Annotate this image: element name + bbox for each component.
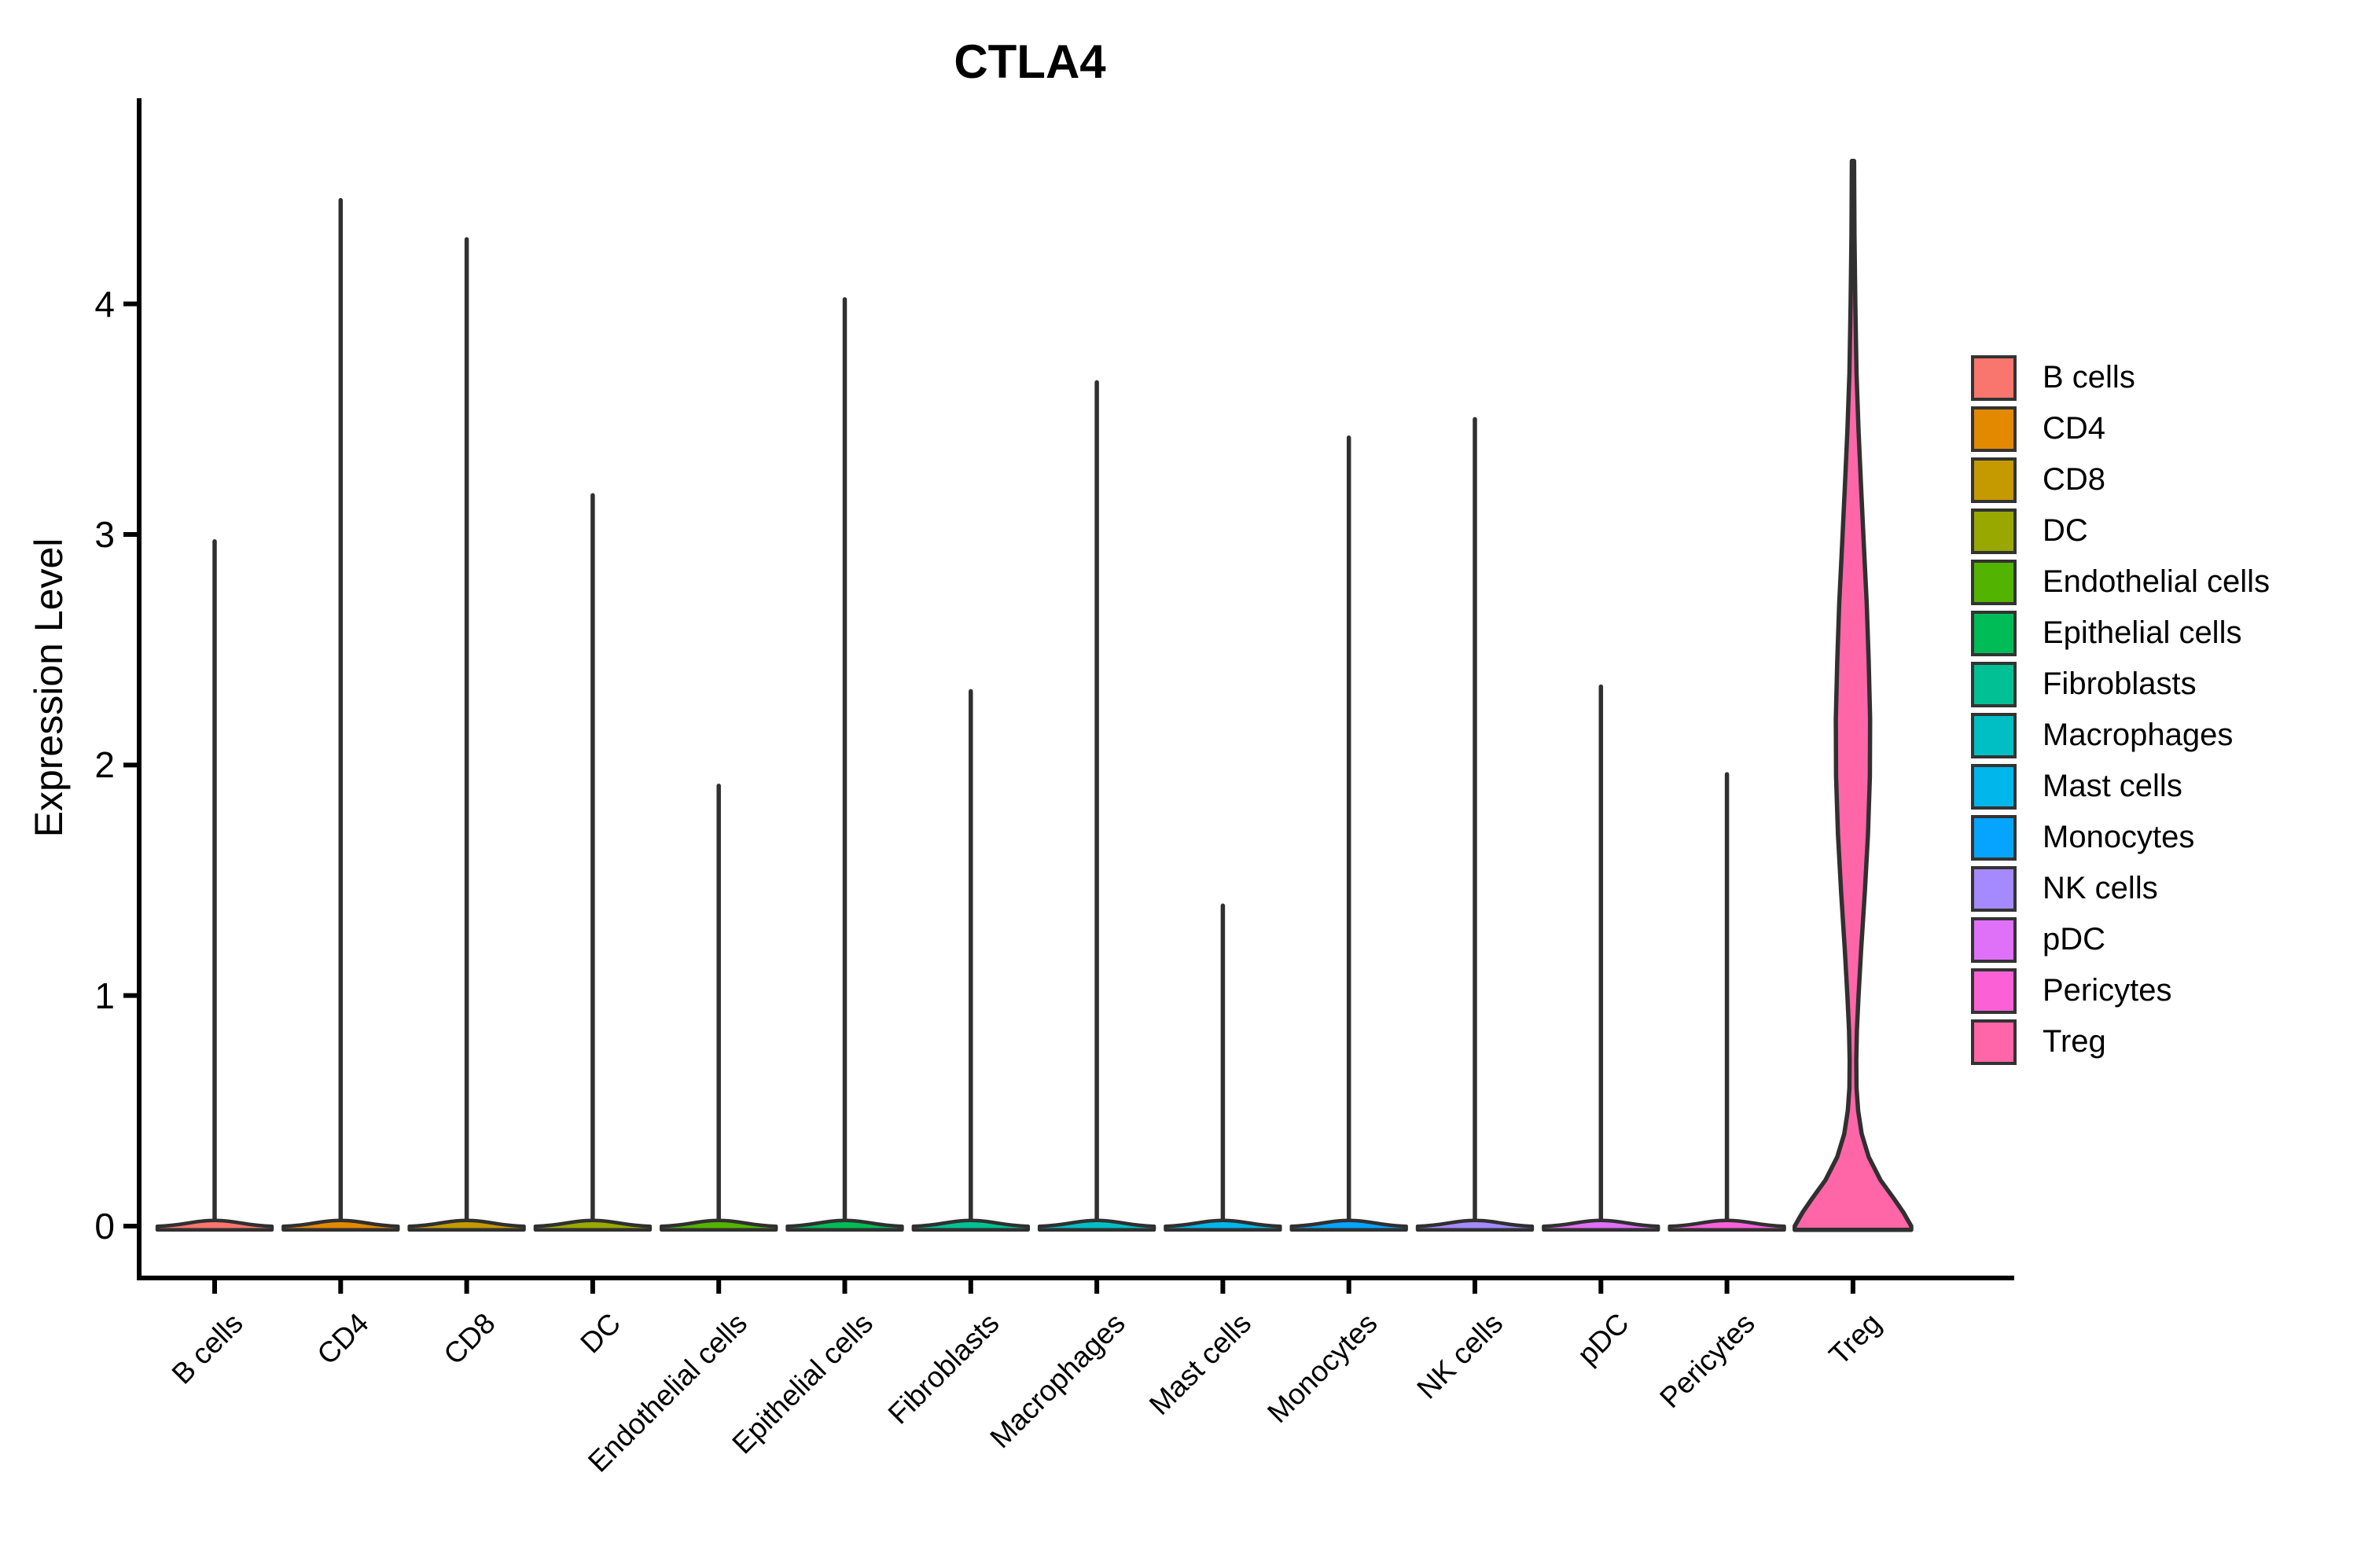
- legend-label: CD4: [2043, 411, 2106, 446]
- violin-base-fibroblasts: [911, 1218, 1030, 1232]
- y-tick-label-2: 2: [94, 744, 115, 786]
- legend-label: B cells: [2043, 360, 2135, 395]
- legend-label: Endothelial cells: [2043, 564, 2271, 599]
- legend-label: Macrophages: [2043, 718, 2234, 752]
- legend-item-treg: Treg: [1971, 1016, 2270, 1067]
- x-tick-label-treg: Treg: [1526, 1306, 1888, 1372]
- legend-item-cd4: CD4: [1971, 403, 2270, 454]
- y-tick-label-4: 4: [94, 283, 115, 325]
- violin-base-pdc: [1542, 1218, 1660, 1232]
- legend-swatch-cd8: [1971, 457, 2017, 503]
- legend-label: Treg: [2043, 1024, 2106, 1059]
- legend-item-cd8: CD8: [1971, 454, 2270, 505]
- legend-label: Pericytes: [2043, 973, 2172, 1008]
- legend-item-pdc: pDC: [1971, 914, 2270, 965]
- legend-item-mast-cells: Mast cells: [1971, 761, 2270, 812]
- legend-swatch-pericytes: [1971, 968, 2017, 1014]
- legend-item-epithelial-cells: Epithelial cells: [1971, 608, 2270, 659]
- legend-swatch-fibroblasts: [1971, 661, 2017, 707]
- legend-label: NK cells: [2043, 871, 2158, 905]
- violin-base-cd8: [407, 1218, 526, 1232]
- legend-item-dc: DC: [1971, 505, 2270, 556]
- violin-base-cd4: [281, 1218, 400, 1232]
- legend-item-pericytes: Pericytes: [1971, 965, 2270, 1016]
- legend-swatch-epithelial-cells: [1971, 610, 2017, 656]
- y-tick-label-0: 0: [94, 1206, 115, 1247]
- legend-swatch-cd4: [1971, 406, 2017, 452]
- violin-base-mast-cells: [1164, 1218, 1282, 1232]
- legend-label: Epithelial cells: [2043, 615, 2242, 650]
- legend-label: DC: [2043, 513, 2088, 548]
- legend-swatch-pdc: [1971, 916, 2017, 963]
- violin-treg: [1793, 159, 1914, 1232]
- violin-base-pericytes: [1668, 1218, 1786, 1232]
- legend-item-monocytes: Monocytes: [1971, 812, 2270, 863]
- violin-base-dc: [533, 1218, 653, 1232]
- legend-item-nk-cells: NK cells: [1971, 863, 2270, 914]
- legend-item-fibroblasts: Fibroblasts: [1971, 659, 2270, 710]
- legend-swatch-b-cells: [1971, 354, 2017, 401]
- y-axis-title: Expression Level: [27, 538, 71, 838]
- legend-label: pDC: [2043, 922, 2106, 957]
- legend-swatch-endothelial-cells: [1971, 559, 2017, 605]
- legend-swatch-monocytes: [1971, 814, 2017, 861]
- legend-swatch-macrophages: [1971, 712, 2017, 758]
- y-tick-label-1: 1: [94, 975, 115, 1016]
- plot-title: CTLA4: [954, 35, 1106, 88]
- legend: B cells CD4 CD8 DC Endothelial cells Epitheli…: [1971, 352, 2270, 1067]
- violin-base-endothelial-cells: [660, 1218, 778, 1232]
- legend-label: CD8: [2043, 462, 2106, 497]
- y-tick-label-3: 3: [94, 514, 115, 555]
- legend-swatch-mast-cells: [1971, 763, 2017, 810]
- legend-label: Monocytes: [2043, 820, 2195, 854]
- legend-swatch-dc: [1971, 508, 2017, 554]
- legend-item-endothelial-cells: Endothelial cells: [1971, 556, 2270, 608]
- legend-swatch-treg: [1971, 1019, 2017, 1065]
- legend-item-macrophages: Macrophages: [1971, 710, 2270, 761]
- violin-base-b-cells: [155, 1218, 274, 1232]
- violin-base-nk-cells: [1415, 1218, 1535, 1232]
- violin-base-monocytes: [1289, 1218, 1408, 1232]
- legend-swatch-nk-cells: [1971, 865, 2017, 912]
- violin-base-epithelial-cells: [785, 1218, 904, 1232]
- violin-base-macrophages: [1037, 1218, 1156, 1232]
- legend-item-b-cells: B cells: [1971, 352, 2270, 403]
- legend-label: Mast cells: [2043, 769, 2182, 803]
- legend-label: Fibroblasts: [2043, 666, 2197, 701]
